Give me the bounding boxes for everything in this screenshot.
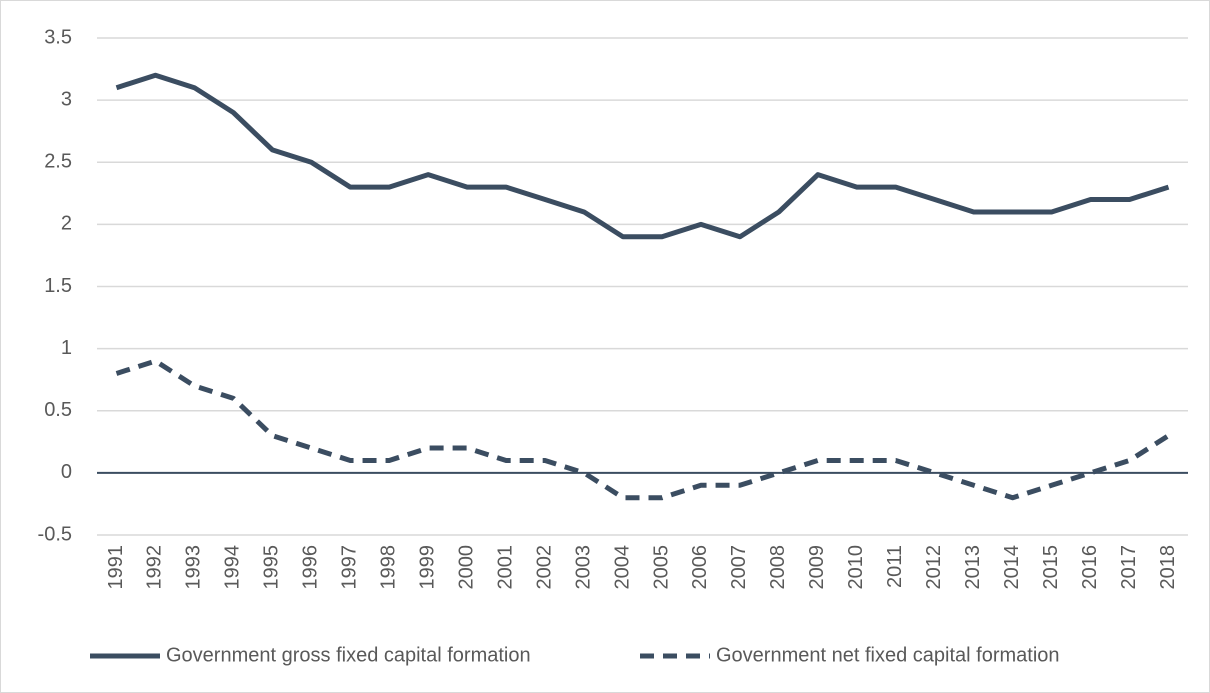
x-tick-label: 2008: [767, 545, 789, 590]
x-tick-label: 2001: [494, 545, 516, 590]
line-series: [115, 358, 1170, 501]
y-tick-label: 3: [61, 88, 72, 110]
x-tick-label: 2010: [845, 545, 867, 590]
x-tick-label: 1999: [416, 545, 438, 590]
y-tick-label: 1: [61, 337, 72, 359]
x-tick-label: 2017: [1118, 545, 1140, 590]
x-tick-label: 2005: [650, 545, 672, 590]
y-tick-label: 2: [61, 213, 72, 235]
x-tick-label: 1992: [144, 545, 166, 590]
x-tick-label: 1991: [105, 545, 127, 590]
y-tick-label: 1.5: [44, 275, 72, 297]
x-tick-label: 1996: [300, 545, 322, 590]
y-tick-label: 3.5: [44, 26, 72, 48]
legend-label: Government gross fixed capital formation: [166, 644, 531, 666]
y-tick-label: 0: [61, 461, 72, 483]
x-tick-label: 1993: [183, 545, 205, 590]
y-tick-label: 0.5: [44, 399, 72, 421]
x-tick-label: 2002: [533, 545, 555, 590]
x-tick-label: 2007: [728, 545, 750, 590]
line-series: [115, 72, 1170, 240]
x-tick-label: 2015: [1040, 545, 1062, 590]
x-tick-label: 2013: [962, 545, 984, 590]
x-tick-label: 2009: [806, 545, 828, 590]
x-tick-label: 2003: [572, 545, 594, 590]
x-tick-label: 1998: [378, 545, 400, 590]
x-tick-label: 1995: [261, 545, 283, 590]
x-tick-label: 2014: [1001, 545, 1023, 590]
x-tick-label: 2004: [611, 545, 633, 590]
legend-label: Government net fixed capital formation: [716, 644, 1060, 666]
x-tick-label: 2000: [455, 545, 477, 590]
y-tick-label: 2.5: [44, 151, 72, 173]
x-tick-label: 2018: [1157, 545, 1179, 590]
x-tick-label: 2016: [1079, 545, 1101, 590]
x-tick-label: 2006: [689, 545, 711, 590]
y-tick-label: -0.5: [38, 523, 72, 545]
x-tick-label: 2011: [884, 545, 906, 588]
x-tick-label: 2012: [923, 545, 945, 590]
x-tick-label: 1994: [222, 545, 244, 590]
x-tick-label: 1997: [339, 545, 361, 590]
